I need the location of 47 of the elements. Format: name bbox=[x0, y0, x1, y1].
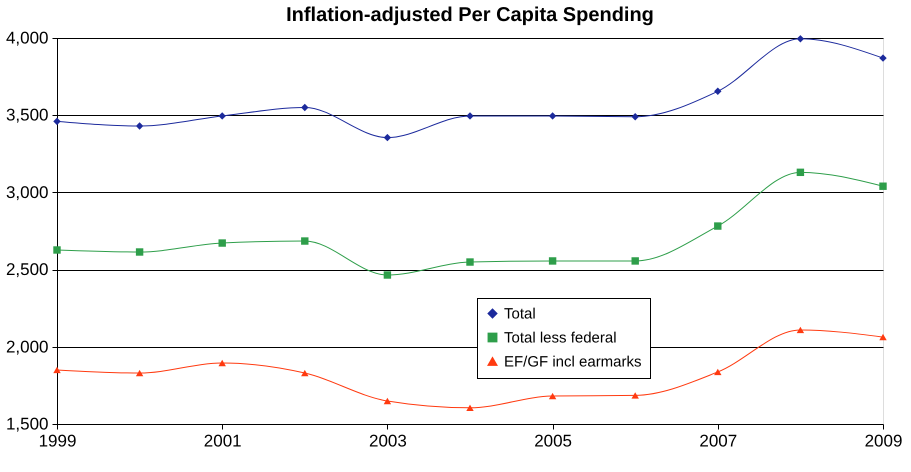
point bbox=[796, 35, 804, 42]
point bbox=[879, 182, 887, 190]
point bbox=[218, 239, 226, 247]
y-tick-label: 1,500 bbox=[6, 414, 48, 434]
y-tick-label: 3,500 bbox=[6, 106, 48, 125]
x-tick-label: 2005 bbox=[534, 432, 572, 450]
point bbox=[631, 257, 639, 265]
point bbox=[879, 334, 887, 340]
point bbox=[631, 113, 639, 120]
x-tick-label: 2003 bbox=[368, 432, 407, 450]
point bbox=[466, 404, 474, 411]
point bbox=[301, 237, 309, 245]
point bbox=[714, 88, 722, 95]
chart-title: Inflation-adjusted Per Capita Spending bbox=[286, 4, 654, 26]
point bbox=[218, 360, 226, 366]
point bbox=[136, 122, 144, 130]
point bbox=[53, 118, 61, 126]
legend-label: Total less federal bbox=[504, 330, 617, 346]
y-tick-label: 3,000 bbox=[6, 182, 48, 202]
point bbox=[53, 366, 61, 374]
y-tick-label: 2,000 bbox=[6, 337, 48, 356]
point bbox=[384, 271, 392, 279]
x-tick-label: 1999 bbox=[38, 432, 76, 450]
legend-label: Total bbox=[504, 306, 536, 322]
point bbox=[796, 168, 804, 176]
point bbox=[631, 392, 639, 399]
point bbox=[301, 370, 309, 376]
point bbox=[136, 248, 144, 256]
x-tick-label: 2007 bbox=[699, 432, 738, 450]
y-tick-label: 4,000 bbox=[6, 28, 48, 48]
legend-label: EF/GF incl earmarks bbox=[504, 354, 642, 370]
x-tick-label: 2001 bbox=[204, 432, 242, 450]
point bbox=[218, 112, 226, 120]
point bbox=[384, 134, 392, 142]
point bbox=[301, 104, 309, 112]
point bbox=[714, 222, 722, 230]
point bbox=[548, 112, 556, 120]
x-tick-label: 2009 bbox=[864, 432, 902, 450]
point bbox=[714, 368, 722, 376]
point bbox=[466, 112, 474, 120]
point bbox=[879, 54, 887, 62]
point bbox=[548, 392, 556, 400]
y-tick-label: 2,500 bbox=[6, 260, 48, 280]
point bbox=[136, 370, 144, 376]
point bbox=[796, 326, 804, 334]
point bbox=[384, 398, 392, 404]
point bbox=[548, 257, 556, 265]
